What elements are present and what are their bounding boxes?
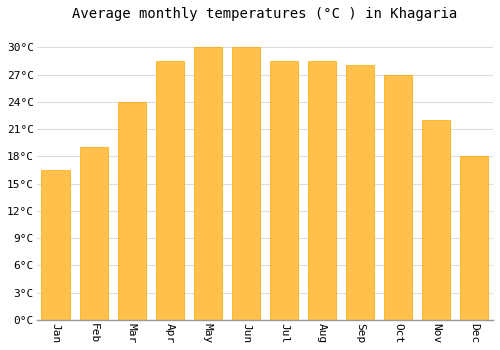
- Bar: [42, 170, 70, 320]
- Bar: [384, 75, 412, 320]
- Bar: [194, 47, 222, 320]
- Bar: [346, 65, 374, 320]
- Bar: [156, 61, 184, 320]
- Bar: [232, 47, 260, 320]
- Bar: [460, 156, 488, 320]
- Bar: [308, 61, 336, 320]
- Bar: [80, 147, 108, 320]
- Bar: [422, 120, 450, 320]
- Bar: [270, 61, 298, 320]
- Title: Average monthly temperatures (°C ) in Khagaria: Average monthly temperatures (°C ) in Kh…: [72, 7, 458, 21]
- Bar: [118, 102, 146, 320]
